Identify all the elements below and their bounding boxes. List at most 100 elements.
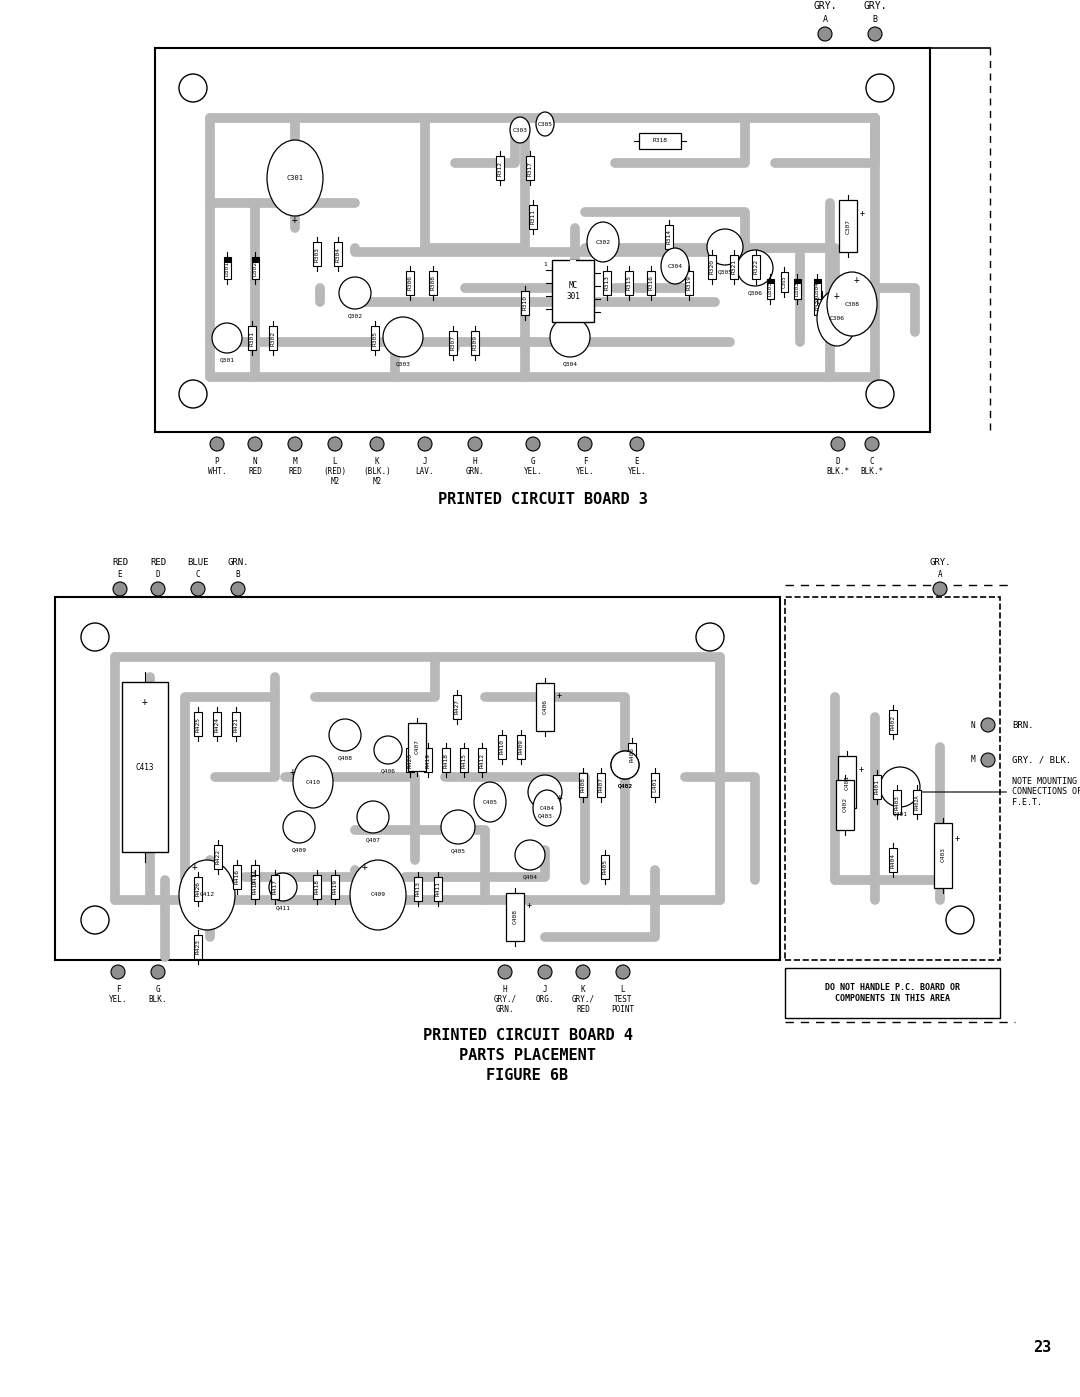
Circle shape (946, 907, 974, 935)
Text: J: J (422, 457, 428, 467)
Circle shape (528, 775, 562, 809)
Text: R404: R404 (891, 852, 895, 868)
Text: Q305: Q305 (717, 270, 732, 274)
Bar (521, 291, 529, 314)
Text: R415: R415 (461, 753, 467, 767)
Text: L401: L401 (652, 778, 658, 792)
Circle shape (357, 800, 389, 833)
Text: M: M (970, 756, 975, 764)
Circle shape (933, 583, 947, 597)
Text: ORG.: ORG. (536, 995, 554, 1004)
Text: 1: 1 (543, 263, 546, 267)
Text: C405: C405 (483, 799, 498, 805)
Bar (813, 279, 821, 284)
Circle shape (866, 74, 894, 102)
Text: R402: R402 (891, 714, 895, 729)
Bar (625, 271, 633, 295)
Text: F: F (116, 985, 120, 995)
Text: GRY.: GRY. (813, 1, 837, 11)
Bar (194, 877, 202, 901)
Text: R423: R423 (195, 940, 201, 954)
Text: D305: D305 (768, 282, 772, 296)
Bar (781, 272, 787, 292)
Bar (838, 756, 856, 807)
Text: BLK.*: BLK.* (826, 467, 850, 476)
Text: +: + (859, 764, 864, 774)
Ellipse shape (474, 782, 507, 821)
Text: Q304: Q304 (563, 360, 578, 366)
Bar (570, 260, 576, 264)
Bar (639, 133, 681, 149)
Circle shape (611, 752, 639, 780)
Bar (579, 773, 588, 798)
Text: R414: R414 (253, 869, 257, 884)
Text: C412: C412 (200, 893, 215, 897)
Circle shape (418, 437, 432, 451)
Text: +: + (291, 767, 296, 777)
Text: Q404: Q404 (523, 875, 538, 879)
Text: +: + (557, 793, 563, 803)
Text: RED: RED (248, 467, 262, 476)
Text: R420: R420 (407, 753, 413, 767)
Text: R422: R422 (216, 849, 220, 865)
Text: M: M (293, 457, 297, 467)
Bar (213, 712, 221, 736)
Bar (647, 271, 654, 295)
Bar (122, 682, 168, 852)
Ellipse shape (816, 291, 858, 346)
Text: R407: R407 (598, 778, 604, 792)
Bar (478, 747, 486, 773)
Text: R405: R405 (603, 859, 607, 875)
Text: GRY.: GRY. (929, 557, 950, 567)
Circle shape (630, 437, 644, 451)
Text: R320: R320 (710, 260, 715, 274)
Text: GRY. / BLK.: GRY. / BLK. (1012, 756, 1071, 764)
Text: G: G (156, 985, 160, 995)
Text: Q405: Q405 (450, 848, 465, 854)
Ellipse shape (293, 756, 333, 807)
Circle shape (210, 437, 224, 451)
Bar (600, 855, 609, 879)
Bar (313, 242, 321, 265)
Bar (449, 331, 457, 355)
Text: +: + (557, 690, 562, 700)
Text: N: N (970, 721, 975, 729)
Bar (55, 597, 780, 960)
Text: R301: R301 (249, 331, 255, 345)
Bar (214, 845, 222, 869)
Text: R427: R427 (455, 700, 459, 714)
Text: +: + (143, 697, 148, 707)
Circle shape (113, 583, 127, 597)
Text: Q411: Q411 (275, 905, 291, 909)
Text: R412: R412 (480, 753, 485, 767)
Text: R313: R313 (605, 275, 609, 291)
Bar (651, 773, 659, 798)
Text: R322: R322 (754, 260, 758, 274)
Bar (498, 735, 507, 759)
Text: D304: D304 (814, 282, 820, 296)
Text: R402A: R402A (915, 793, 919, 810)
Circle shape (981, 718, 995, 732)
Text: R403: R403 (894, 795, 900, 809)
Text: M2: M2 (373, 476, 381, 486)
Bar (408, 724, 426, 771)
Text: R419: R419 (426, 753, 431, 767)
Circle shape (526, 437, 540, 451)
Circle shape (288, 437, 302, 451)
Bar (552, 260, 594, 321)
Text: Q402: Q402 (618, 782, 633, 788)
Ellipse shape (588, 222, 619, 263)
Text: R418: R418 (444, 753, 448, 767)
Text: E: E (635, 457, 639, 467)
Text: Q303: Q303 (395, 360, 410, 366)
Bar (269, 326, 276, 351)
Text: Q306: Q306 (747, 291, 762, 295)
Circle shape (865, 437, 879, 451)
Bar (406, 747, 414, 773)
Bar (507, 893, 524, 942)
Text: WHT.: WHT. (207, 467, 226, 476)
Bar (232, 712, 240, 736)
Text: YEL.: YEL. (109, 995, 127, 1004)
Bar (752, 256, 760, 279)
Text: L: L (621, 985, 625, 995)
